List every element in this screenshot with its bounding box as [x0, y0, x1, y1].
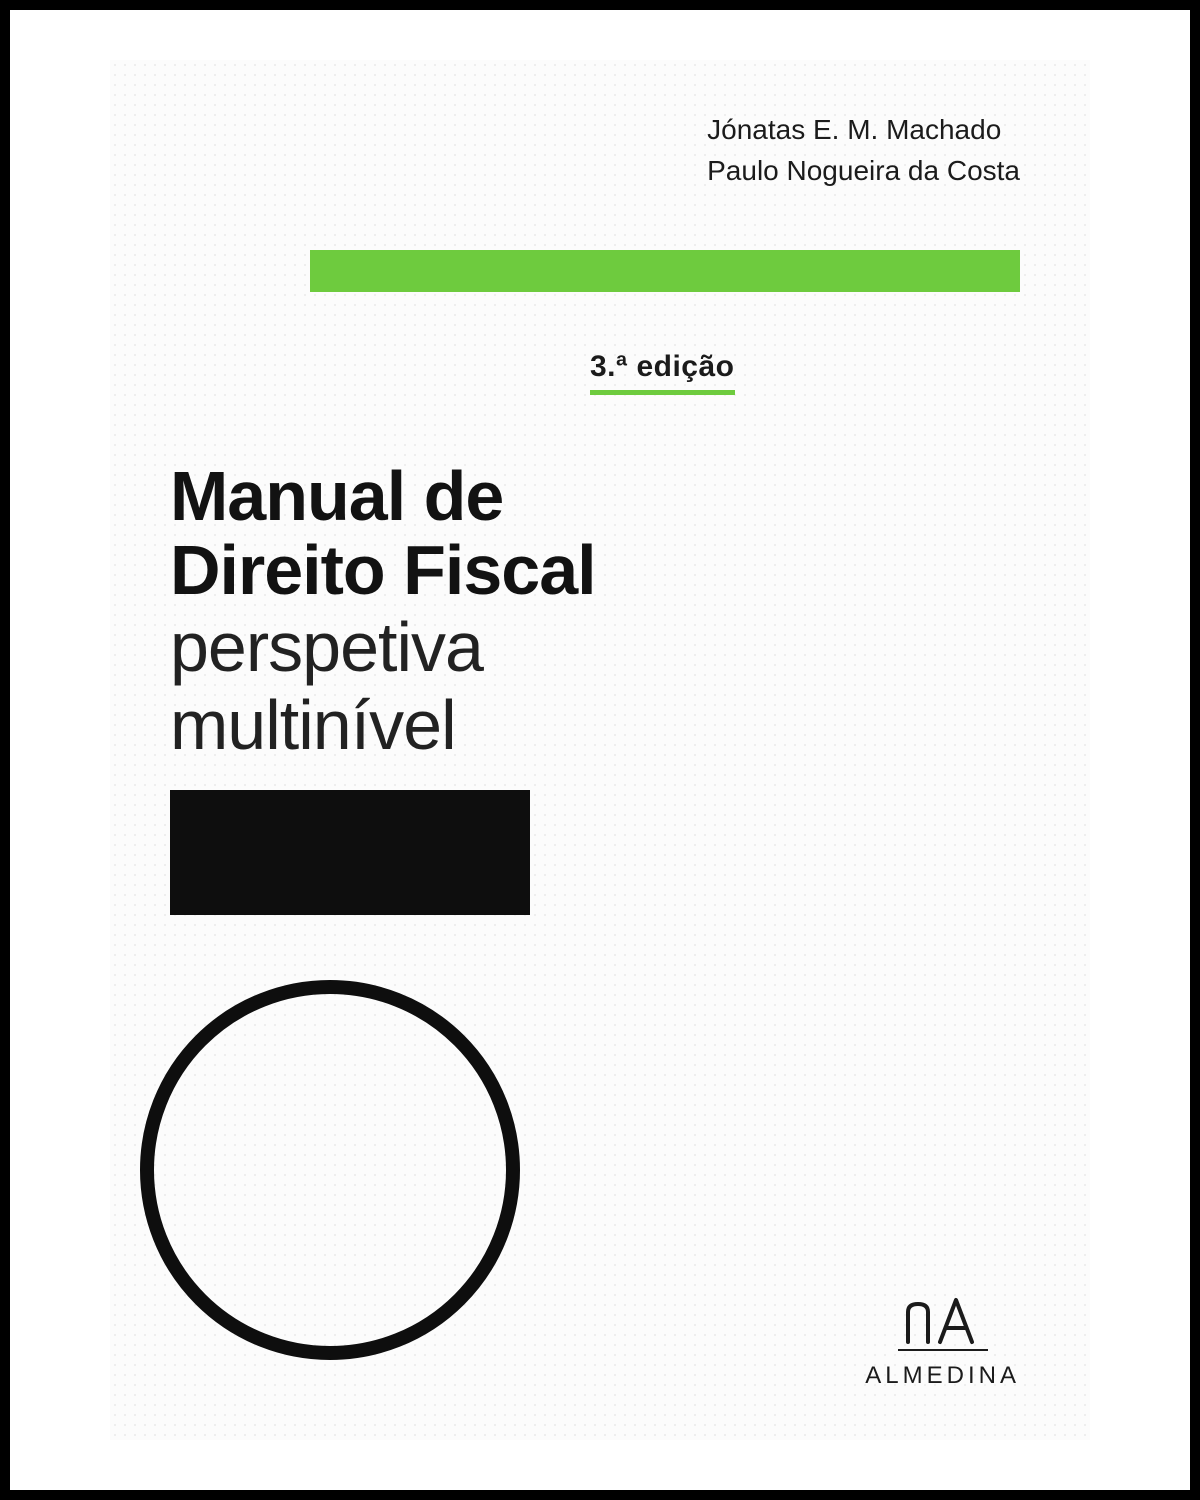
author-line-2: Paulo Nogueira da Costa: [707, 151, 1020, 192]
circle-outline-graphic: [140, 980, 520, 1360]
book-cover: Jónatas E. M. Machado Paulo Nogueira da …: [110, 60, 1090, 1440]
outer-frame: Jónatas E. M. Machado Paulo Nogueira da …: [0, 0, 1200, 1500]
authors-block: Jónatas E. M. Machado Paulo Nogueira da …: [707, 110, 1020, 191]
title-block: Manual de Direito Fiscal perspetiva mult…: [170, 460, 770, 762]
title-sub-line-1: perspetiva: [170, 611, 770, 685]
edition-label: 3.ª edição: [590, 350, 735, 395]
green-accent-bar: [310, 250, 1020, 292]
black-rectangle-graphic: [170, 790, 530, 915]
author-line-1: Jónatas E. M. Machado: [707, 110, 1020, 151]
publisher-name: ALMEDINA: [865, 1362, 1020, 1390]
title-main-line-2: Direito Fiscal: [170, 534, 770, 608]
almedina-logo-icon: [898, 1294, 988, 1354]
title-main-line-1: Manual de: [170, 460, 770, 534]
title-sub-line-2: multinível: [170, 689, 770, 763]
publisher-block: ALMEDINA: [865, 1294, 1020, 1390]
